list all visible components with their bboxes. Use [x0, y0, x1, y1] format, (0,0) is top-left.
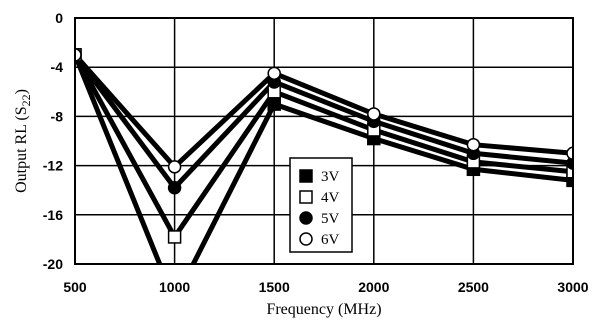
data-point-6V: [566, 146, 573, 161]
data-point-3V: [267, 97, 281, 111]
data-point-4V: [566, 165, 573, 179]
x-tick-labels: 500 1000 1500 2000 2500 3000: [63, 279, 588, 295]
series-line-3V: [75, 53, 573, 264]
y-tick-label: -4: [51, 59, 64, 75]
series-line-4V: [75, 53, 573, 242]
legend-label: 5V: [321, 211, 340, 227]
x-tick-label: 1500: [259, 279, 290, 295]
legend-label: 3V: [321, 169, 340, 185]
legend: 3V 4V 5V 6V: [289, 157, 353, 253]
series-line-6V: [75, 53, 573, 171]
legend-label: 4V: [321, 190, 340, 206]
data-point-6V: [75, 48, 82, 62]
series-markers: [75, 48, 573, 307]
data-point-5V: [566, 156, 573, 170]
y-tick-label: -16: [43, 207, 63, 223]
data-point-6V: [466, 137, 481, 152]
series-lines: [75, 53, 573, 264]
y-tick-labels: 0 -4 -8 -12 -16 -20: [43, 10, 63, 272]
data-point-4V: [167, 230, 182, 244]
y-tick-label: 0: [55, 10, 63, 26]
legend-label: 6V: [321, 232, 340, 248]
data-point-3V: [169, 295, 181, 307]
x-tick-label: 2000: [358, 279, 389, 295]
series-line-5V: [75, 53, 573, 192]
x-axis-label: Frequency (MHz): [266, 301, 381, 318]
plot-frame: [74, 17, 574, 265]
x-tick-label: 3000: [557, 279, 588, 295]
legend-marker-4V: [299, 190, 313, 204]
data-point-5V: [167, 180, 182, 195]
y-tick-label: -20: [43, 256, 63, 272]
y-axis-label: Output RL (S22): [13, 89, 33, 193]
legend-marker-3V: [299, 169, 313, 183]
x-tick-label: 1000: [159, 279, 190, 295]
x-tick-label: 2500: [458, 279, 489, 295]
legend-marker-6V: [299, 232, 313, 246]
data-point-6V: [267, 66, 281, 81]
x-tick-label: 500: [63, 279, 87, 295]
data-point-6V: [367, 107, 381, 121]
y-tick-label: -8: [51, 108, 64, 124]
legend-marker-5V: [299, 211, 313, 225]
data-point-3V: [566, 173, 573, 188]
data-point-6V: [167, 160, 182, 174]
y-tick-label: -12: [43, 158, 63, 174]
